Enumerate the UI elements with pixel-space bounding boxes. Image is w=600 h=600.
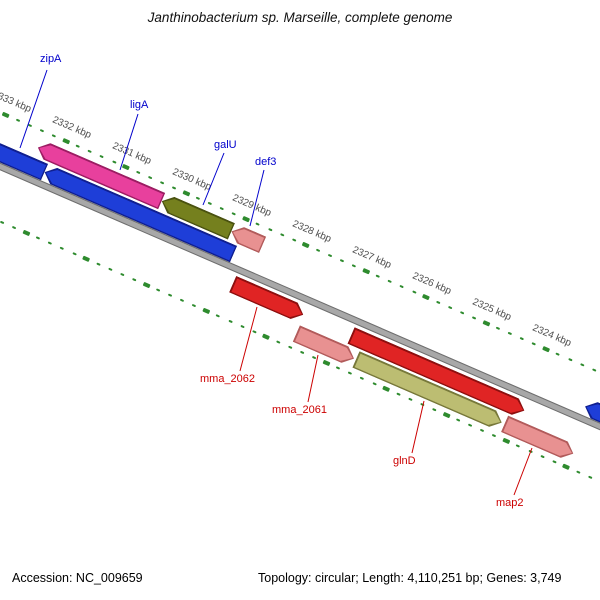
- gene-label-zipA[interactable]: zipA: [40, 53, 62, 65]
- leader-line-mma_2062: [239, 306, 258, 372]
- leader-line-mma_2061: [307, 354, 319, 403]
- leader-line-ligA: [119, 113, 139, 171]
- gene-label-mma_2061[interactable]: mma_2061: [272, 404, 328, 416]
- leader-line-glnD: [411, 400, 425, 454]
- gene-label-ligA[interactable]: ligA: [130, 99, 149, 111]
- genome-stats-text: Topology: circular; Length: 4,110,251 bp…: [258, 571, 562, 585]
- leader-line-map2: [513, 447, 533, 496]
- gene-label-mma_2062[interactable]: mma_2062: [200, 373, 256, 385]
- leader-line-zipA: [19, 69, 48, 149]
- gene-label-glnD[interactable]: glnD: [393, 455, 416, 467]
- gene-label-def3[interactable]: def3: [255, 156, 277, 168]
- leader-line-def3: [249, 169, 265, 227]
- page-title: Janthinobacterium sp. Marseille, complet…: [147, 10, 453, 25]
- gene-label-galU[interactable]: galU: [214, 139, 237, 151]
- gene-label-map2[interactable]: map2: [496, 497, 524, 509]
- accession-text: Accession: NC_009659: [12, 571, 143, 585]
- leader-line-galU: [202, 152, 225, 206]
